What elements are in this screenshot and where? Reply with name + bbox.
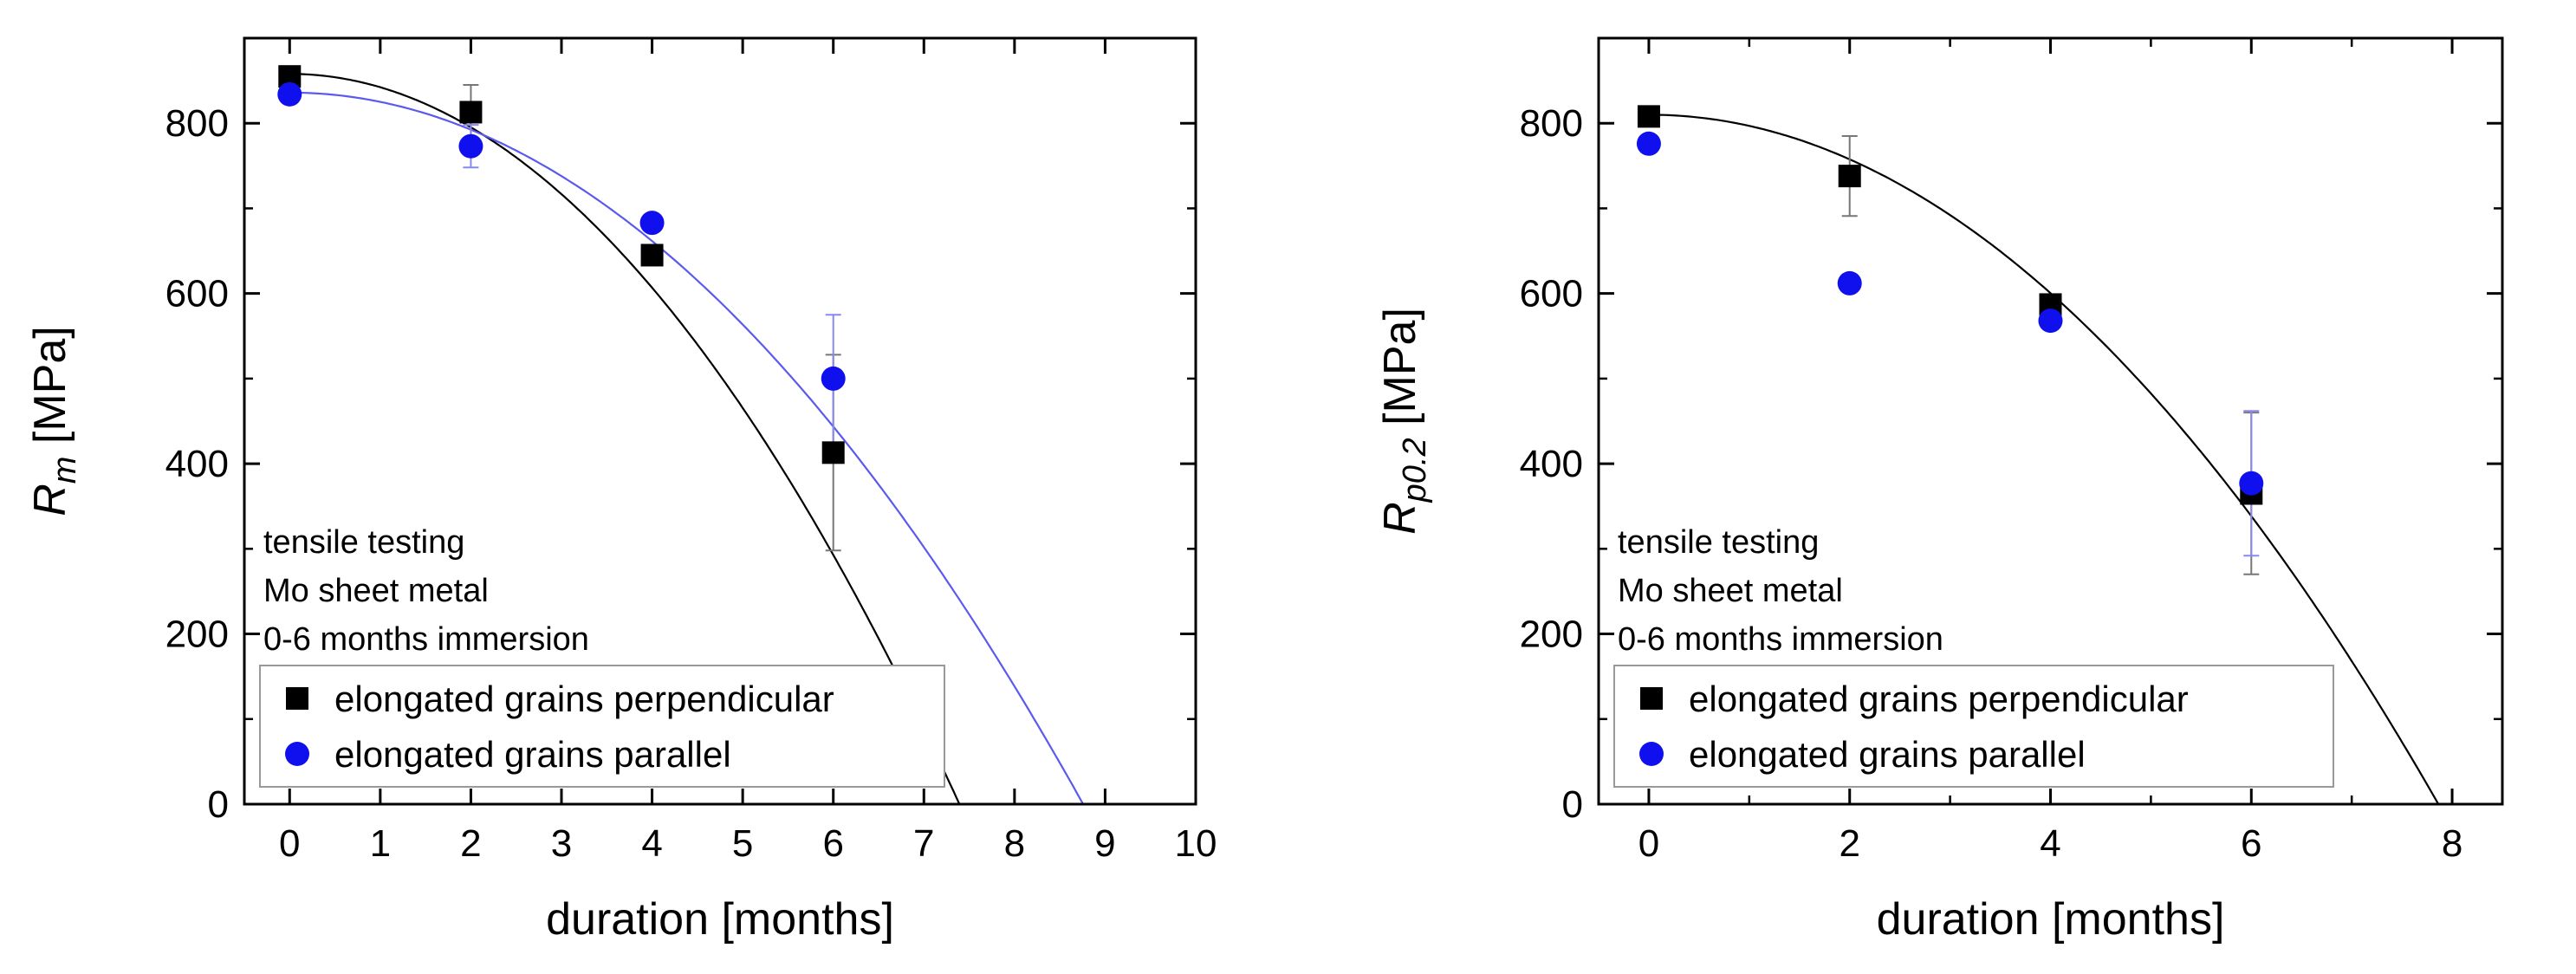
data-point-square bbox=[821, 441, 845, 464]
x-tick-label: 4 bbox=[2040, 822, 2060, 865]
x-axis-title: duration [months] bbox=[546, 894, 894, 945]
annotation-line: Mo sheet metal bbox=[1618, 573, 1843, 609]
y-tick-label: 600 bbox=[1520, 273, 1583, 315]
fit-curve-1 bbox=[289, 73, 961, 804]
y-tick-label: 800 bbox=[1520, 102, 1583, 145]
annotation-line: tensile testing bbox=[263, 524, 464, 561]
x-tick-label: 6 bbox=[2241, 822, 2261, 865]
y-tick-label: 0 bbox=[1562, 783, 1583, 826]
legend-box bbox=[1613, 665, 2334, 788]
chart-panel-1: 0 200 400 600 800 0 1 2 3 4 5 6 7 8 9 10 duration [month… bbox=[25, 36, 1217, 945]
y-tick-label: 800 bbox=[165, 102, 229, 145]
annotation-line: 0-6 months immersion bbox=[263, 621, 589, 658]
data-point-square bbox=[1637, 105, 1660, 128]
x-tick-label: 8 bbox=[2442, 822, 2462, 865]
legend-label: elongated grains perpendicular bbox=[334, 679, 834, 719]
legend-marker-square bbox=[286, 687, 308, 710]
y-tick-label: 400 bbox=[1520, 443, 1583, 485]
y-tick-label: 200 bbox=[165, 614, 229, 656]
chart-panel-2: 0 200 400 600 800 0 2 4 6 8 duration [months] Rp0.2… bbox=[1375, 36, 2504, 945]
legend-label: elongated grains parallel bbox=[1689, 734, 2086, 775]
y-axis-title-unit: [MPa] bbox=[25, 326, 75, 456]
data-point-circle bbox=[2239, 471, 2264, 496]
data-point-circle bbox=[277, 81, 302, 107]
y-axis-title-subscript: p0.2 bbox=[1397, 438, 1433, 503]
legend-label: elongated grains perpendicular bbox=[1689, 679, 2189, 719]
legend-marker-square bbox=[1640, 687, 1663, 710]
x-tick-label: 7 bbox=[913, 822, 934, 865]
y-tick-label: 400 bbox=[165, 443, 229, 485]
legend-marker-circle bbox=[285, 742, 309, 766]
y-tick-label: 200 bbox=[1520, 614, 1583, 656]
y-tick-label: 0 bbox=[208, 783, 229, 826]
data-point-square bbox=[459, 101, 483, 124]
x-tick-label: 1 bbox=[370, 822, 391, 865]
y-axis-title-unit: [MPa] bbox=[1375, 308, 1425, 438]
data-point-circle bbox=[1636, 131, 1661, 156]
y-axis-title: Rm [MPa] bbox=[25, 326, 83, 516]
data-point-square bbox=[640, 244, 664, 267]
data-point-square bbox=[1838, 165, 1861, 188]
x-tick-label: 6 bbox=[822, 822, 843, 865]
annotation-line: tensile testing bbox=[1618, 524, 1819, 561]
data-point-circle bbox=[2038, 308, 2063, 334]
annotation-line: Mo sheet metal bbox=[263, 573, 489, 609]
y-tick-label: 600 bbox=[165, 273, 229, 315]
x-tick-label: 2 bbox=[1839, 822, 1859, 865]
x-tick-label: 2 bbox=[460, 822, 481, 865]
x-tick-label: 0 bbox=[279, 822, 300, 865]
y-axis-title-symbol: R bbox=[25, 484, 75, 516]
legend-label: elongated grains parallel bbox=[334, 734, 731, 775]
data-point-circle bbox=[821, 366, 846, 391]
x-tick-label: 4 bbox=[641, 822, 662, 865]
x-axis-title: duration [months] bbox=[1877, 894, 2225, 945]
y-axis-title-subscript: m bbox=[47, 457, 83, 484]
legend-marker-circle bbox=[1639, 742, 1664, 766]
annotation-line: 0-6 months immersion bbox=[1618, 621, 1943, 658]
x-tick-label: 5 bbox=[732, 822, 753, 865]
x-tick-label: 3 bbox=[551, 822, 572, 865]
x-tick-label: 10 bbox=[1175, 822, 1217, 865]
y-axis-title: Rp0.2 [MPa] bbox=[1375, 308, 1433, 535]
plot-frame bbox=[243, 36, 1197, 806]
fit-curve-1 bbox=[1648, 114, 2439, 804]
data-point-circle bbox=[458, 133, 483, 159]
fit-curve-2 bbox=[289, 91, 1085, 804]
y-axis-title-symbol: R bbox=[1375, 502, 1425, 535]
legend-box bbox=[259, 665, 945, 788]
data-point-circle bbox=[639, 211, 665, 236]
data-point-circle bbox=[1837, 270, 1862, 295]
x-tick-label: 0 bbox=[1638, 822, 1659, 865]
x-tick-label: 8 bbox=[1004, 822, 1025, 865]
x-tick-label: 9 bbox=[1094, 822, 1115, 865]
